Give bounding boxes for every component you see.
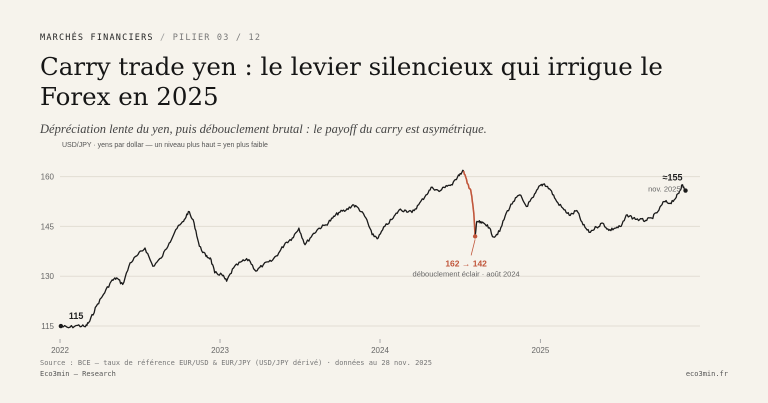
y-tick-label: 115 [41,322,54,331]
kicker-separator: / [160,33,167,43]
y-axis-label: USD/JPY · yens par dollar — un niveau pl… [62,142,268,149]
crash-caption: débouclement éclair · août 2024 [413,269,520,278]
crash-low-point [472,234,478,239]
start-point [58,323,64,329]
y-tick-label: 160 [41,173,55,182]
x-tick-label: 2024 [371,346,389,355]
end-date-label: nov. 2025 [648,185,680,194]
crash-values-label: 162 → 142 [445,258,487,268]
page-title: Carry trade yen : le levier silencieux q… [40,52,663,111]
footer-site: eco3min.fr [685,370,728,378]
y-tick-label: 145 [41,222,55,231]
kicker-section: MARCHÉS FINANCIERS [40,33,154,43]
x-tick-label: 2025 [532,346,550,355]
end-value-label: ≈155 [663,173,683,183]
series-line-crash [462,170,476,237]
crash-leader-line [470,239,476,256]
kicker-pillar: PILIER 03 / 12 [172,33,262,43]
footer-brand: Eco3min — Research [40,370,116,378]
series-line-usdjpy-after [474,183,687,238]
x-tick-label: 2022 [51,346,69,355]
end-point [683,188,688,193]
start-value-label: 115 [69,311,84,321]
kicker: MARCHÉS FINANCIERS / PILIER 03 / 12 [40,33,261,43]
y-tick-label: 130 [41,272,55,281]
series-line-usdjpy [60,169,465,329]
source-note: Source : BCE — taux de référence EUR/USD… [40,359,432,367]
x-tick-label: 2023 [211,346,229,355]
page-subtitle: Dépréciation lente du yen, puis déboucle… [40,122,487,136]
